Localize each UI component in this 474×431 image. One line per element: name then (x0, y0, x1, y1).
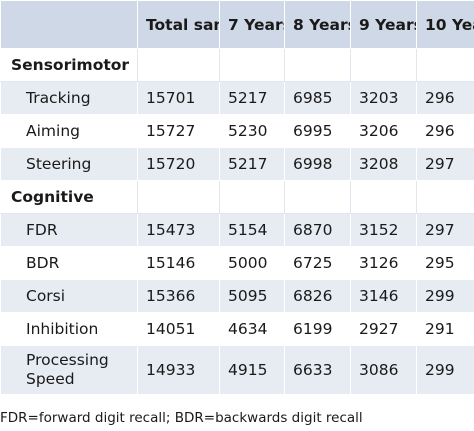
row-label: Steering (0, 147, 138, 181)
cell-8-years: 6995 (284, 114, 351, 148)
table-footnote: FDR=forward digit recall; BDR=backwards … (0, 410, 363, 426)
cell-10-years: 297 (416, 213, 474, 247)
table-row: Aiming 15727 5230 6995 3206 296 (0, 114, 474, 148)
cell-10-years: 291 (416, 312, 474, 346)
table-row: FDR 15473 5154 6870 3152 297 (0, 213, 474, 247)
cell-9-years: 3146 (350, 279, 417, 313)
cell-10-years: 295 (416, 246, 474, 280)
row-label: Aiming (0, 114, 138, 148)
section-row-sensorimotor: Sensorimotor (0, 48, 474, 82)
row-label: BDR (0, 246, 138, 280)
cell-8-years: 6998 (284, 147, 351, 181)
row-label: Processing Speed (0, 345, 138, 395)
section-row-cognitive: Cognitive (0, 180, 474, 214)
table-row: Processing Speed 14933 4915 6633 3086 29… (0, 345, 474, 395)
cell-7-years: 5095 (219, 279, 285, 313)
cell-8-years: 6826 (284, 279, 351, 313)
cell-7-years: 4915 (219, 345, 285, 395)
header-cell-measure (0, 0, 138, 49)
header-cell-8-years: 8 Years (284, 0, 351, 49)
cell-10-years: 296 (416, 81, 474, 115)
cell-9-years: 3206 (350, 114, 417, 148)
cell-total-sample: 15473 (137, 213, 220, 247)
cell-total-sample: 14933 (137, 345, 220, 395)
cell-8-years: 6725 (284, 246, 351, 280)
header-row: Total sample 7 Years 8 Years 9 Years 10 … (0, 0, 474, 49)
cell-total-sample: 15727 (137, 114, 220, 148)
table-row: Tracking 15701 5217 6985 3203 296 (0, 81, 474, 115)
row-label: Tracking (0, 81, 138, 115)
cell-total-sample: 15366 (137, 279, 220, 313)
cell-9-years: 3203 (350, 81, 417, 115)
cell-8-years: 6870 (284, 213, 351, 247)
cell-total-sample: 14051 (137, 312, 220, 346)
cell-7-years: 5230 (219, 114, 285, 148)
table-row: Inhibition 14051 4634 6199 2927 291 (0, 312, 474, 346)
section-title: Sensorimotor (0, 48, 138, 82)
section-title: Cognitive (0, 180, 138, 214)
table-row: BDR 15146 5000 6725 3126 295 (0, 246, 474, 280)
cell-7-years: 5000 (219, 246, 285, 280)
cell-9-years: 3152 (350, 213, 417, 247)
cell-10-years: 299 (416, 279, 474, 313)
cell-10-years: 296 (416, 114, 474, 148)
cell-8-years: 6199 (284, 312, 351, 346)
table-row: Corsi 15366 5095 6826 3146 299 (0, 279, 474, 313)
cell-10-years: 297 (416, 147, 474, 181)
header-cell-7-years: 7 Years (219, 0, 285, 49)
cell-9-years: 3208 (350, 147, 417, 181)
cell-total-sample: 15146 (137, 246, 220, 280)
cell-8-years: 6633 (284, 345, 351, 395)
cell-8-years: 6985 (284, 81, 351, 115)
cell-7-years: 5217 (219, 81, 285, 115)
data-table: Total sample 7 Years 8 Years 9 Years 10 … (0, 0, 474, 395)
cell-total-sample: 15720 (137, 147, 220, 181)
header-cell-9-years: 9 Years (350, 0, 417, 49)
header-cell-total-sample: Total sample (137, 0, 220, 49)
cell-9-years: 3126 (350, 246, 417, 280)
row-label: FDR (0, 213, 138, 247)
row-label: Corsi (0, 279, 138, 313)
cell-7-years: 4634 (219, 312, 285, 346)
header-cell-10-years: 10 Years (416, 0, 474, 49)
table-row: Steering 15720 5217 6998 3208 297 (0, 147, 474, 181)
cell-9-years: 3086 (350, 345, 417, 395)
cell-10-years: 299 (416, 345, 474, 395)
cell-7-years: 5154 (219, 213, 285, 247)
cell-total-sample: 15701 (137, 81, 220, 115)
row-label: Inhibition (0, 312, 138, 346)
cell-9-years: 2927 (350, 312, 417, 346)
cell-7-years: 5217 (219, 147, 285, 181)
